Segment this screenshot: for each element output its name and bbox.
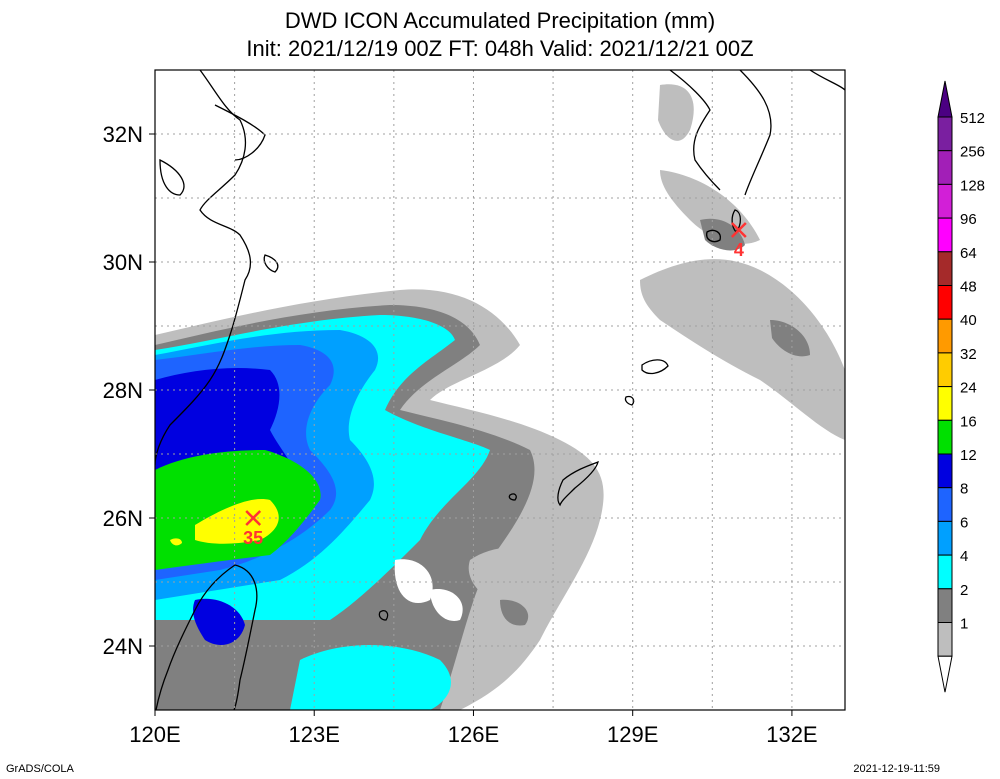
legend-label: 8 <box>960 481 968 498</box>
legend-label: 1 <box>960 616 968 633</box>
legend-swatch <box>937 150 953 185</box>
legend-label: 40 <box>960 312 977 329</box>
precipitation-shading <box>155 84 845 710</box>
legend-label: 16 <box>960 413 977 430</box>
max-marker-label: 4 <box>734 240 744 260</box>
legend-swatch <box>937 622 953 657</box>
legend-label: 128 <box>960 177 985 194</box>
lon-label: 129E <box>607 722 658 747</box>
legend-label: 12 <box>960 447 977 464</box>
legend-swatch <box>937 285 953 320</box>
legend-swatch <box>937 453 953 489</box>
legend-swatch <box>937 251 953 287</box>
legend-label: 48 <box>960 279 977 296</box>
legend-label: 64 <box>960 245 977 262</box>
map-title: DWD ICON Accumulated Precipitation (mm) <box>284 8 716 33</box>
lon-label: 120E <box>129 722 180 747</box>
legend-swatch <box>937 352 953 388</box>
lat-label: 26N <box>103 506 143 531</box>
legend-swatch <box>937 419 953 455</box>
lat-label: 28N <box>103 378 143 403</box>
legend-label: 512 <box>960 110 985 127</box>
legend-label: 32 <box>960 346 977 363</box>
legend-swatch <box>937 554 953 590</box>
legend-label: 4 <box>960 548 968 565</box>
longitude-labels: 120E 123E 126E 129E 132E <box>129 710 818 747</box>
legend-swatch <box>937 116 953 152</box>
lat-label: 30N <box>103 250 143 275</box>
legend-label: 6 <box>960 514 968 531</box>
legend-swatch <box>937 487 953 522</box>
lat-label: 32N <box>103 122 143 147</box>
legend-swatch <box>937 217 953 253</box>
timestamp-label: 2021-12-19-11:59 <box>853 763 940 775</box>
lon-label: 126E <box>448 722 499 747</box>
legend-swatch <box>937 183 953 219</box>
legend-label: 96 <box>960 211 977 228</box>
coastlines <box>155 70 845 710</box>
graticule <box>155 70 845 710</box>
max-markers: 35 4 <box>243 222 747 548</box>
credit-label: GrADS/COLA <box>6 763 74 775</box>
legend-label: 2 <box>960 582 968 599</box>
lon-label: 123E <box>289 722 340 747</box>
legend-bottom-arrow <box>937 655 953 693</box>
legend-swatch <box>937 520 953 556</box>
legend-swatch <box>937 588 953 623</box>
max-marker-cross <box>730 222 747 238</box>
latitude-labels: 32N 30N 28N 26N 24N <box>103 122 155 659</box>
legend-label: 24 <box>960 380 977 397</box>
lon-label: 132E <box>766 722 817 747</box>
legend-swatch <box>937 318 953 354</box>
map-subtitle: Init: 2021/12/19 00Z FT: 048h Valid: 202… <box>246 36 754 61</box>
lat-label: 24N <box>103 634 143 659</box>
legend-swatch <box>937 386 953 421</box>
max-marker-cross <box>245 510 262 526</box>
legend-top-arrow <box>937 80 953 118</box>
legend-label: 256 <box>960 144 985 161</box>
max-marker-label: 35 <box>243 528 263 548</box>
